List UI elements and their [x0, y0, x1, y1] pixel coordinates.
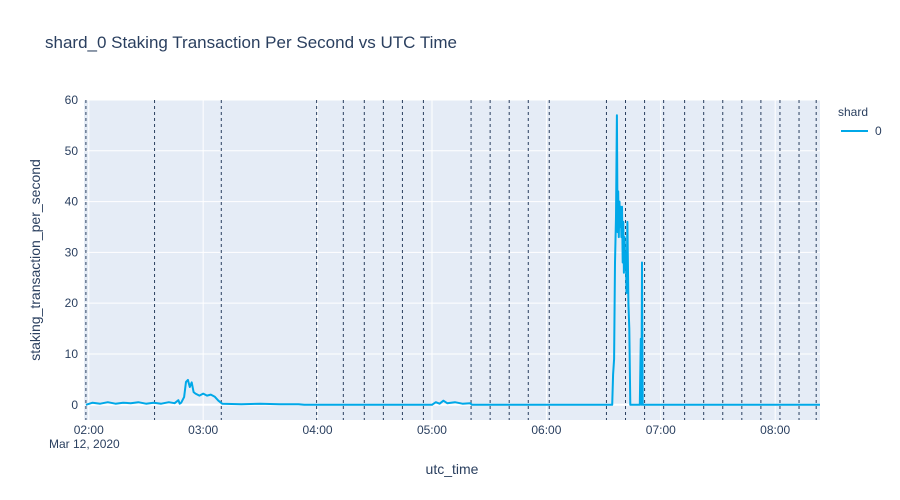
x-tick-label: 06:00 [531, 423, 561, 437]
x-tick-label: 03:00 [188, 423, 218, 437]
x-date-label: Mar 12, 2020 [49, 437, 120, 451]
x-tick-label: 04:00 [303, 423, 333, 437]
y-tick-labels: 0 10 20 30 40 50 60 [65, 93, 79, 412]
legend-entry-0[interactable]: 0 [875, 124, 882, 138]
x-tick-label: 08:00 [760, 423, 790, 437]
plot-background [84, 100, 820, 420]
y-tick-label: 20 [65, 296, 79, 310]
x-axis-title: utc_time [426, 461, 479, 477]
y-tick-label: 30 [65, 245, 79, 259]
y-tick-label: 60 [65, 93, 79, 107]
y-tick-label: 50 [65, 144, 79, 158]
x-tick-label: 07:00 [646, 423, 676, 437]
x-tick-label: 05:00 [417, 423, 447, 437]
y-tick-label: 10 [65, 347, 79, 361]
x-tick-labels: 02:00 03:00 04:00 05:00 06:00 07:00 08:00 [74, 423, 791, 437]
legend-title: shard [838, 105, 868, 119]
series-line-0 [85, 114, 820, 406]
series-group [85, 114, 820, 406]
legend: shard 0 [838, 105, 882, 138]
x-tick-label: 02:00 [74, 423, 104, 437]
chart-title: shard_0 Staking Transaction Per Second v… [45, 33, 457, 52]
y-tick-label: 40 [65, 195, 79, 209]
vertical-dotted-lines [85, 100, 817, 420]
x-gridlines [88, 100, 776, 420]
y-axis-title: staking_transaction_per_second [27, 159, 43, 361]
y-tick-label: 0 [71, 398, 78, 412]
